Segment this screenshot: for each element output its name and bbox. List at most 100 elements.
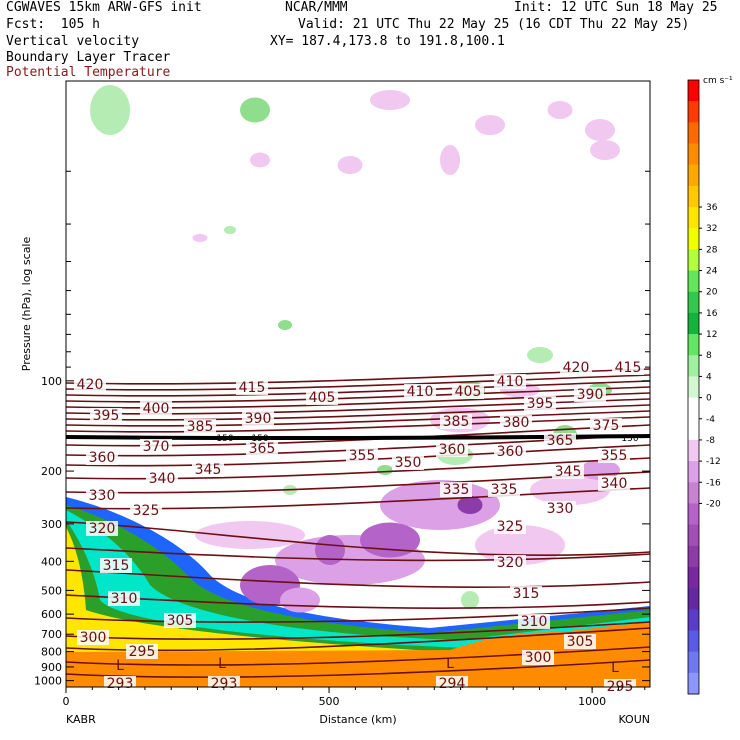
theta-label: 375 bbox=[593, 418, 620, 434]
theta-contour-1 bbox=[65, 374, 651, 391]
theta-label: 320 bbox=[497, 555, 524, 571]
downdraft-region-6 bbox=[360, 522, 420, 558]
theta-label-bg bbox=[574, 387, 606, 402]
theta-label-bg bbox=[436, 442, 468, 457]
theta-label-bg bbox=[90, 408, 122, 423]
x-axis-title: Distance (km) bbox=[319, 713, 396, 726]
theta-label-bg bbox=[404, 384, 436, 399]
theta-label-bg bbox=[494, 555, 526, 570]
theta-label: 350 bbox=[395, 455, 422, 471]
theta-contour-8 bbox=[65, 416, 651, 433]
theta-label-bg bbox=[100, 558, 132, 573]
theta-label: 294 bbox=[439, 676, 466, 692]
forecast-hour: Fcst: 105 h bbox=[6, 17, 100, 32]
y-tick-label: 200 bbox=[41, 465, 62, 478]
theta-label-bg bbox=[544, 433, 576, 448]
theta-label-bg bbox=[246, 441, 278, 456]
downdraft-region-21 bbox=[280, 587, 320, 613]
downdraft-region-12 bbox=[370, 90, 410, 110]
theta-contour-lower-1 bbox=[65, 547, 651, 562]
downdraft-region-0 bbox=[195, 521, 305, 549]
downdraft-region-18 bbox=[250, 152, 270, 168]
theta-label-bg bbox=[164, 613, 196, 628]
colorbar-swatch bbox=[688, 334, 699, 356]
theta-label: 370 bbox=[143, 439, 170, 455]
colorbar-swatch bbox=[688, 651, 699, 674]
theta-label: 335 bbox=[491, 482, 518, 498]
cross-section-endpoints: XY= 187.4,173.8 to 191.8,100.1 bbox=[270, 34, 505, 49]
theta-label: 385 bbox=[443, 414, 470, 430]
theta-label: 300 bbox=[525, 650, 552, 666]
updraft-region-3 bbox=[278, 320, 292, 330]
theta-label: 410 bbox=[407, 384, 434, 400]
theta-label: 360 bbox=[497, 444, 524, 460]
theta-label-bg bbox=[236, 380, 268, 395]
colorbar-swatch bbox=[688, 291, 699, 314]
theta-label-bg bbox=[440, 482, 472, 497]
colorbar-label: 0 bbox=[706, 394, 712, 404]
colorbar-swatch bbox=[688, 545, 699, 568]
tracer-150-label: 150 bbox=[216, 434, 233, 444]
low-marker: L bbox=[611, 660, 619, 676]
colorbar-swatch bbox=[688, 207, 699, 229]
theta-label: 420 bbox=[77, 377, 104, 393]
theta-label: 305 bbox=[567, 634, 594, 650]
colorbar-swatch bbox=[688, 418, 699, 441]
colorbar-swatch bbox=[688, 609, 699, 631]
theta-contour-7 bbox=[65, 410, 651, 427]
theta-label: 365 bbox=[547, 433, 574, 449]
theta-label: 330 bbox=[547, 501, 574, 517]
theta-contour-lower-2 bbox=[65, 569, 651, 588]
theta-label-bg bbox=[598, 448, 630, 463]
theta-label: 330 bbox=[89, 488, 116, 504]
y-tick-label: 1000 bbox=[34, 675, 62, 688]
theta-label: 415 bbox=[239, 380, 266, 396]
theta-contour-lower-5 bbox=[65, 621, 651, 640]
downdraft-region-15 bbox=[547, 101, 573, 119]
theta-label: 390 bbox=[245, 411, 272, 427]
colorbar-swatch bbox=[688, 482, 699, 504]
colorbar-label: 12 bbox=[706, 330, 717, 340]
theta-label-bg bbox=[77, 630, 109, 645]
colorbar-swatch bbox=[688, 185, 699, 208]
theta-contour-lower-4 bbox=[65, 607, 651, 623]
theta-label: 300 bbox=[80, 630, 107, 646]
colorbar-label: 20 bbox=[706, 288, 718, 298]
theta-label: 315 bbox=[513, 586, 540, 602]
theta-contour-lower-0 bbox=[65, 521, 651, 556]
theta-label-bg bbox=[140, 401, 172, 416]
colorbar-swatch bbox=[688, 397, 699, 420]
theta-label: 405 bbox=[455, 384, 482, 400]
downdraft-region-3 bbox=[315, 535, 345, 565]
downdraft-region-13 bbox=[440, 145, 460, 175]
theta-label: 315 bbox=[103, 558, 130, 574]
theta-label-bg bbox=[126, 644, 158, 659]
field-boundary-layer-tracer: Boundary Layer Tracer bbox=[6, 50, 171, 65]
y-tick-label: 400 bbox=[41, 555, 62, 568]
valid-time: Valid: 21 UTC Thu 22 May 25 (16 CDT Thu … bbox=[298, 17, 690, 32]
colorbar-label: 8 bbox=[706, 351, 712, 361]
colorbar-label: 4 bbox=[706, 372, 712, 382]
x-endpoint-left: KABR bbox=[66, 713, 96, 726]
theta-label-bg bbox=[494, 519, 526, 534]
colorbar-swatch bbox=[688, 461, 699, 483]
updraft-region-0 bbox=[90, 85, 130, 135]
downdraft-region-20 bbox=[590, 140, 620, 160]
colorbar-swatch bbox=[688, 122, 699, 145]
theta-label-bg bbox=[108, 591, 140, 606]
theta-label-bg bbox=[488, 482, 520, 497]
theta-label-bg bbox=[440, 414, 472, 429]
theta-label-bg bbox=[598, 476, 630, 491]
colorbar-frame bbox=[687, 79, 700, 695]
colorbar-swatch bbox=[688, 672, 699, 695]
theta-label: 360 bbox=[89, 450, 116, 466]
theta-label: 340 bbox=[149, 471, 176, 487]
theta-contour-2 bbox=[65, 380, 651, 397]
downdraft-region-19 bbox=[192, 234, 208, 242]
updraft-region-1 bbox=[240, 97, 270, 123]
theta-label: 365 bbox=[249, 441, 276, 457]
theta-label-bg bbox=[544, 501, 576, 516]
x-tick-label: 0 bbox=[63, 695, 70, 708]
